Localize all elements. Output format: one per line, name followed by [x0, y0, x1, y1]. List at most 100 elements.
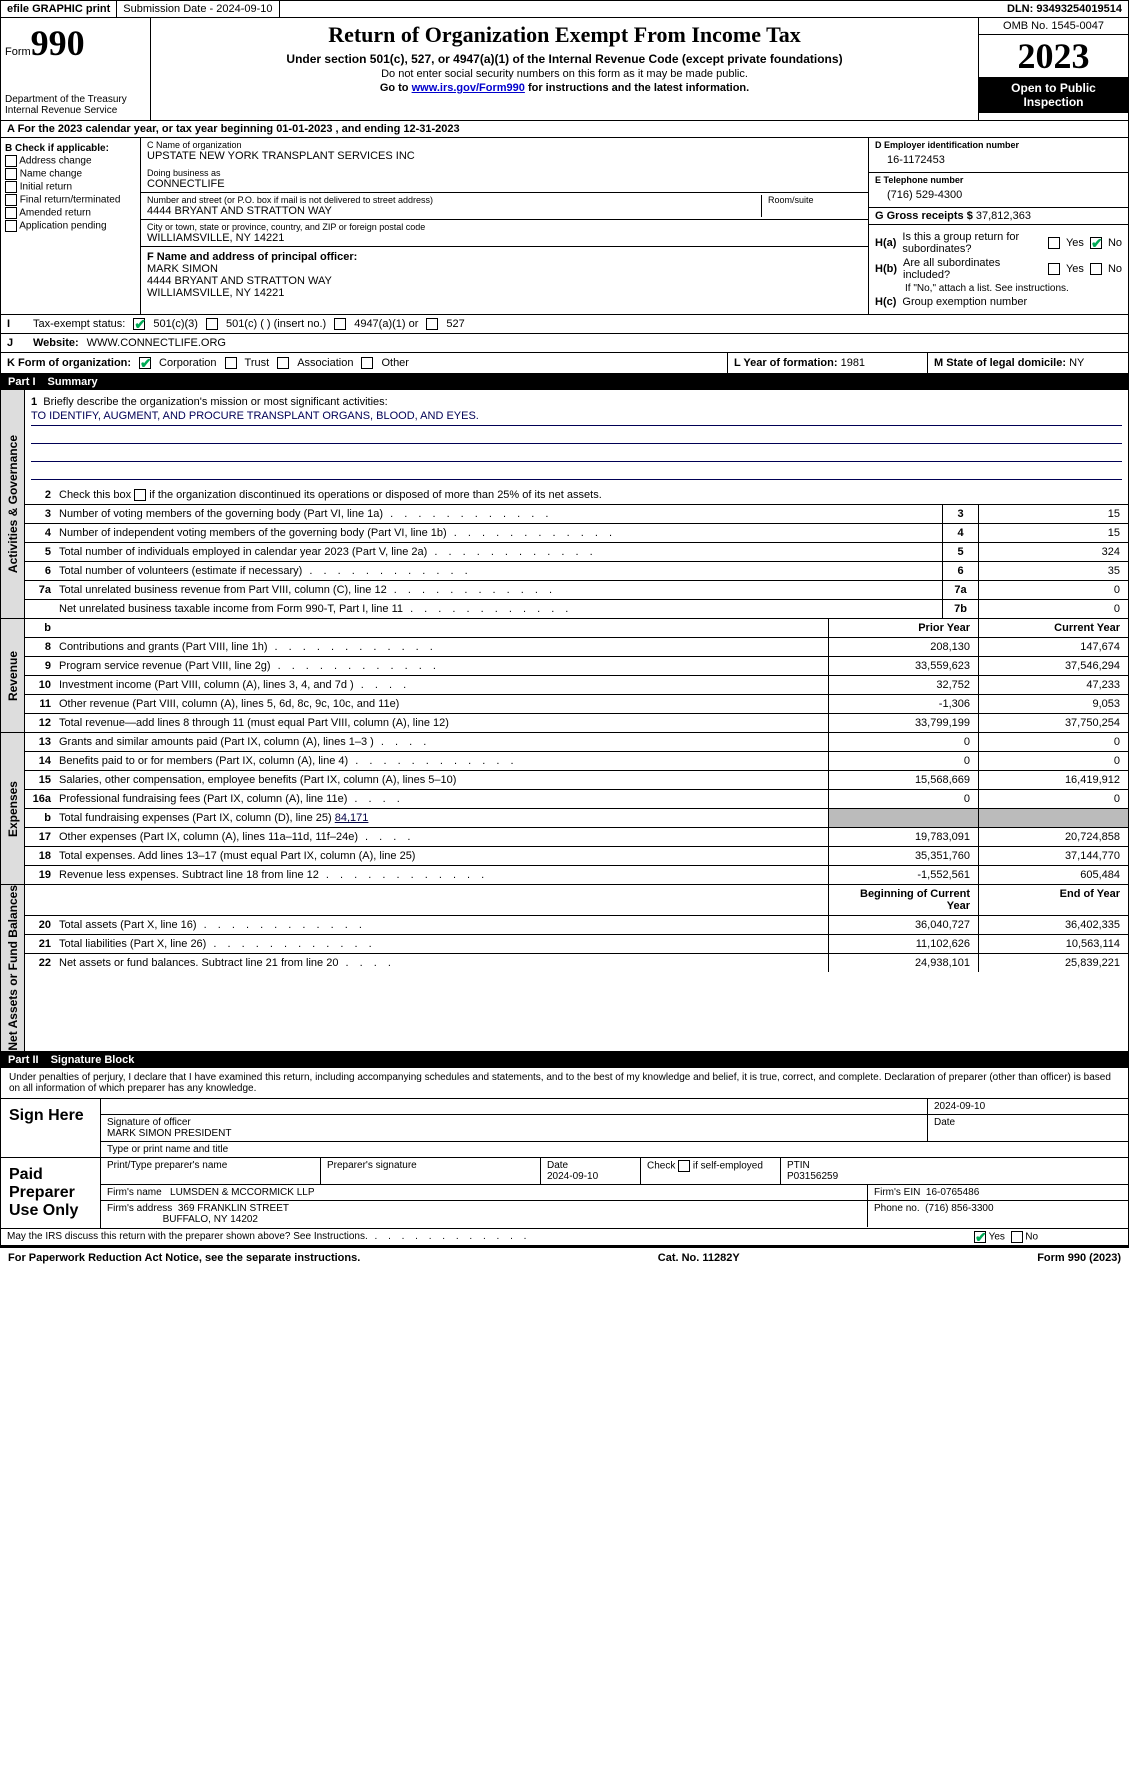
dba-value: CONNECTLIFE [147, 178, 862, 190]
cb-hb-yes[interactable] [1048, 263, 1060, 275]
cb-amended[interactable] [5, 207, 17, 219]
cb-other[interactable] [361, 357, 373, 369]
form-subtitle: Under section 501(c), 527, or 4947(a)(1)… [155, 52, 974, 66]
city-label: City or town, state or province, country… [147, 222, 862, 232]
line3-desc: Number of voting members of the governin… [55, 505, 942, 523]
part1-num: Part I [8, 376, 36, 388]
line7b-desc: Net unrelated business taxable income fr… [55, 600, 942, 618]
form-org-label: K Form of organization: [7, 357, 131, 369]
section-governance: Activities & Governance 1 Briefly descri… [0, 390, 1129, 619]
part1-title: Summary [48, 376, 98, 388]
form-label: Form [5, 46, 31, 58]
ein-value: 16-1172453 [875, 150, 1122, 170]
website-value: WWW.CONNECTLIFE.ORG [87, 337, 226, 349]
efile-label: efile GRAPHIC print [1, 1, 117, 17]
cb-name-change[interactable] [5, 168, 17, 180]
line6-desc: Total number of volunteers (estimate if … [55, 562, 942, 580]
domicile: NY [1069, 357, 1084, 369]
line3-val: 15 [978, 505, 1128, 523]
perjury-text: Under penalties of perjury, I declare th… [1, 1068, 1128, 1098]
row-j: J Website: WWW.CONNECTLIFE.ORG [0, 334, 1129, 353]
vlabel-expenses: Expenses [6, 781, 20, 837]
vlabel-governance: Activities & Governance [6, 435, 20, 573]
ein-label: D Employer identification number [875, 140, 1122, 150]
section-expenses: Expenses 13Grants and similar amounts pa… [0, 733, 1129, 885]
topbar: efile GRAPHIC print Submission Date - 20… [0, 0, 1129, 18]
sign-here-label: Sign Here [1, 1099, 101, 1157]
cb-final-return[interactable] [5, 194, 17, 206]
cb-self-employed[interactable] [678, 1160, 690, 1172]
officer-label: F Name and address of principal officer: [147, 251, 862, 263]
form-title: Return of Organization Exempt From Incom… [155, 22, 974, 48]
city-value: WILLIAMSVILLE, NY 14221 [147, 232, 862, 244]
form-number: 990 [31, 23, 85, 63]
org-name-label: C Name of organization [147, 140, 862, 150]
gross-label: G Gross receipts $ [875, 210, 973, 222]
website-label: Website: [33, 337, 79, 349]
vlabel-netassets: Net Assets or Fund Balances [6, 885, 20, 1051]
cb-discuss-no[interactable] [1011, 1231, 1023, 1243]
line7a-desc: Total unrelated business revenue from Pa… [55, 581, 942, 599]
part2-title: Signature Block [51, 1054, 135, 1066]
dba-label: Doing business as [147, 168, 862, 178]
tax-year: 2023 [979, 35, 1128, 77]
mission-text: TO IDENTIFY, AUGMENT, AND PROCURE TRANSP… [31, 410, 1122, 426]
line6-val: 35 [978, 562, 1128, 580]
row-i: I Tax-exempt status: 501(c)(3) 501(c) ( … [0, 315, 1129, 334]
dept-label: Department of the Treasury Internal Reve… [5, 94, 146, 116]
ha-label: Is this a group return for subordinates? [902, 231, 1042, 255]
vlabel-revenue: Revenue [6, 651, 20, 701]
cb-assoc[interactable] [277, 357, 289, 369]
col-b-checkboxes: B Check if applicable: Address change Na… [1, 138, 141, 314]
form-note-ssn: Do not enter social security numbers on … [155, 68, 974, 80]
line7a-val: 0 [978, 581, 1128, 599]
cb-hb-no[interactable] [1090, 263, 1102, 275]
org-name: UPSTATE NEW YORK TRANSPLANT SERVICES INC [147, 150, 862, 162]
form-header: Form990 Department of the Treasury Inter… [0, 18, 1129, 121]
cb-527[interactable] [426, 318, 438, 330]
officer-addr1: 4444 BRYANT AND STRATTON WAY [147, 275, 862, 287]
part1-header: Part I Summary [0, 374, 1129, 390]
paid-preparer-label: Paid Preparer Use Only [1, 1158, 101, 1228]
line4-val: 15 [978, 524, 1128, 542]
hb-label: Are all subordinates included? [903, 257, 1042, 281]
section-netassets: Net Assets or Fund Balances Beginning of… [0, 885, 1129, 1052]
goto-post: for instructions and the latest informat… [525, 82, 749, 94]
year-formation: 1981 [841, 357, 865, 369]
cb-ha-yes[interactable] [1048, 237, 1060, 249]
identity-grid: B Check if applicable: Address change Na… [0, 138, 1129, 315]
cb-discuss-yes[interactable] [974, 1231, 986, 1243]
tel-label: E Telephone number [875, 175, 1122, 185]
cb-app-pending[interactable] [5, 220, 17, 232]
cb-address-change[interactable] [5, 155, 17, 167]
col-b-label: B Check if applicable: [5, 143, 136, 154]
section-revenue: Revenue bPrior YearCurrent Year 8Contrib… [0, 619, 1129, 733]
room-label: Room/suite [768, 195, 862, 205]
addr-value: 4444 BRYANT AND STRATTON WAY [147, 205, 761, 217]
cb-501c[interactable] [206, 318, 218, 330]
cb-ha-no[interactable] [1090, 237, 1102, 249]
goto-pre: Go to [380, 82, 412, 94]
addr-label: Number and street (or P.O. box if mail i… [147, 195, 761, 205]
cb-501c3[interactable] [133, 318, 145, 330]
year-formation-label: L Year of formation: [734, 357, 838, 369]
open-inspection: Open to Public Inspection [979, 77, 1128, 113]
line4-desc: Number of independent voting members of … [55, 524, 942, 542]
row-a-tax-year: A For the 2023 calendar year, or tax yea… [0, 121, 1129, 138]
mission-label: Briefly describe the organization's miss… [43, 396, 387, 408]
hdr-current: Current Year [978, 619, 1128, 637]
hdr-prior: Prior Year [828, 619, 978, 637]
cb-discontinued[interactable] [134, 489, 146, 501]
row-klm: K Form of organization: Corporation Trus… [0, 353, 1129, 374]
irs-link[interactable]: www.irs.gov/Form990 [412, 82, 525, 94]
cb-initial-return[interactable] [5, 181, 17, 193]
cb-4947[interactable] [334, 318, 346, 330]
dln: DLN: 93493254019514 [1001, 1, 1128, 17]
gross-value: 37,812,363 [976, 210, 1031, 222]
cb-corp[interactable] [139, 357, 151, 369]
cb-trust[interactable] [225, 357, 237, 369]
footer-mid: Cat. No. 11282Y [658, 1252, 740, 1264]
footer-right: Form 990 (2023) [1037, 1252, 1121, 1264]
signature-block: Under penalties of perjury, I declare th… [0, 1068, 1129, 1246]
line2-desc: Check this box if the organization disco… [55, 486, 1128, 504]
